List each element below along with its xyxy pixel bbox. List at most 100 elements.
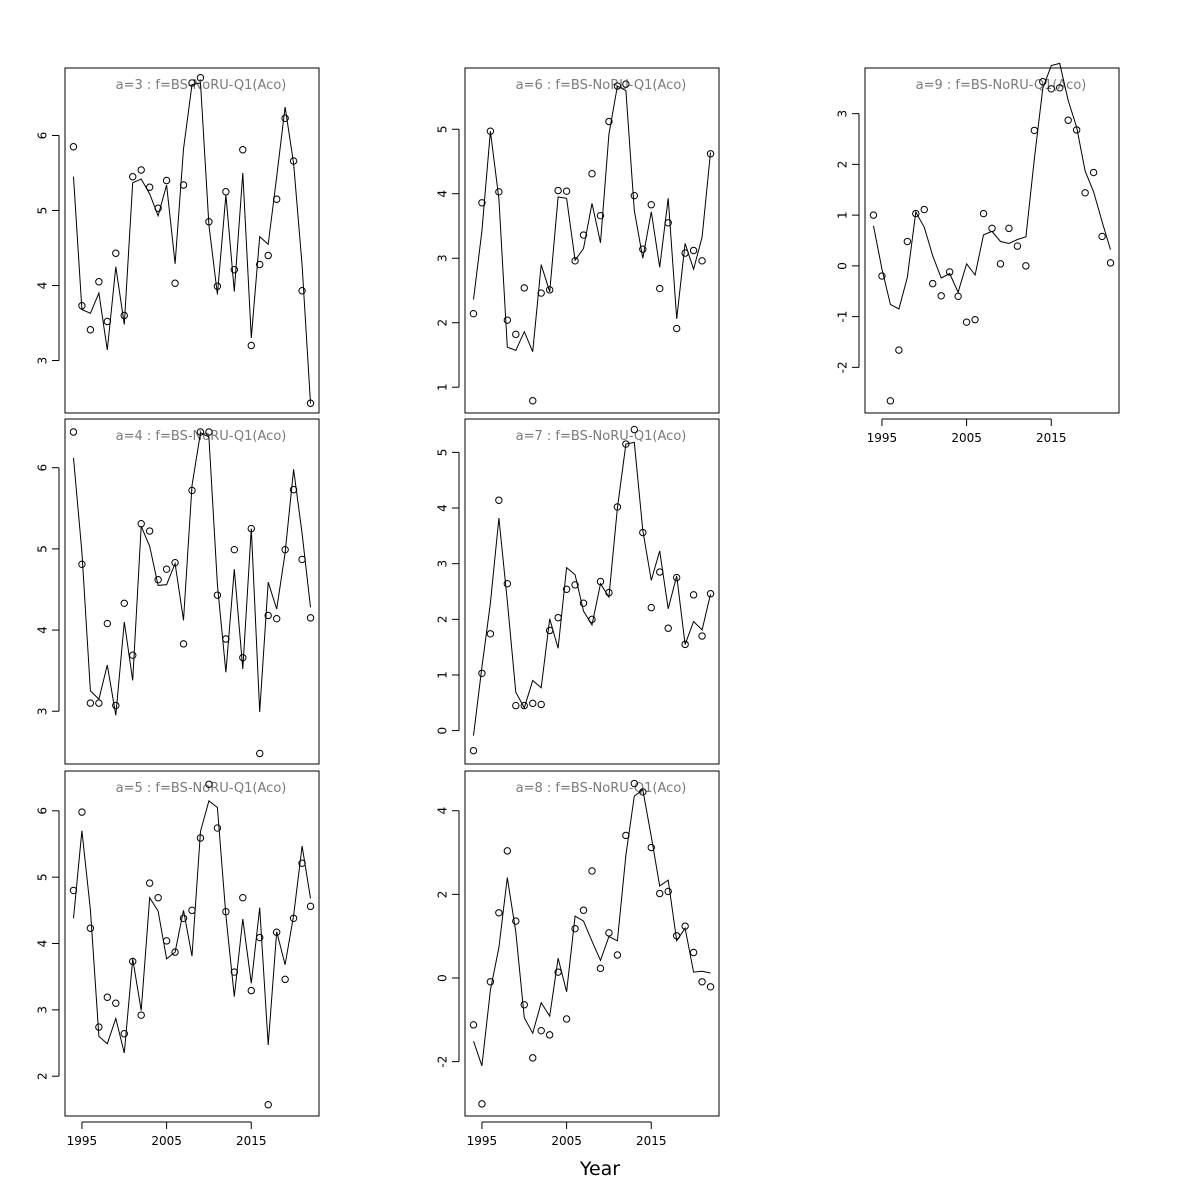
panel-5: 0 1 2 3 4 5 a=7 : f=BS-NoRU-Q1(Aco) <box>436 418 720 765</box>
observed-point <box>971 315 979 324</box>
observed-point <box>264 1101 272 1109</box>
observed-point <box>656 889 664 898</box>
observed-point <box>1056 84 1064 92</box>
y-tick-label: 5 <box>36 545 50 553</box>
observed-point <box>247 986 255 995</box>
x-tick-label: 2005 <box>151 1134 182 1148</box>
panel-2: 3 4 5 6 a=4 : f=BS-NoRU-Q1(Aco) <box>36 418 320 765</box>
observed-point <box>306 614 315 622</box>
observed-point <box>562 1015 571 1023</box>
observed-point <box>571 924 579 933</box>
observed-point <box>289 485 298 494</box>
observed-point <box>247 341 255 350</box>
observed-point <box>929 279 937 288</box>
x-tick-label: 2015 <box>1036 431 1067 445</box>
observed-point <box>1089 168 1098 177</box>
panel-title: a=4 : f=BS-NoRU-Q1(Aco) <box>116 429 287 444</box>
observed-point <box>495 188 503 196</box>
observed-point <box>681 922 689 930</box>
observed-point <box>647 201 655 209</box>
y-tick-label: 0 <box>836 262 850 270</box>
observed-point <box>230 968 239 976</box>
observed-point <box>639 245 647 253</box>
fitted-line <box>473 85 711 352</box>
observed-point <box>1106 259 1115 267</box>
observed-point <box>554 613 562 622</box>
observed-point <box>264 611 272 620</box>
y-tick-label: 3 <box>436 254 450 262</box>
plot-frame <box>64 418 320 765</box>
observed-point <box>920 205 928 214</box>
observed-point <box>171 279 179 287</box>
observed-point <box>630 779 639 788</box>
fitted-line <box>473 441 711 736</box>
observed-point <box>239 146 247 154</box>
observed-point <box>878 272 886 280</box>
observed-point <box>145 879 154 887</box>
observed-point <box>95 699 103 707</box>
observed-point <box>979 209 988 218</box>
x-tick-label: 2015 <box>636 1134 667 1148</box>
observed-point <box>996 260 1005 268</box>
fitted-line <box>873 62 1111 310</box>
observed-point <box>605 929 613 937</box>
observed-point <box>179 181 188 189</box>
observed-point <box>512 917 520 925</box>
observed-point <box>639 528 647 537</box>
observed-point <box>698 978 706 986</box>
observed-point <box>672 324 681 333</box>
observed-point <box>272 614 281 623</box>
y-tick-label: -2 <box>836 361 850 373</box>
observed-point <box>469 746 478 755</box>
observed-point <box>520 1001 528 1009</box>
observed-point <box>554 968 562 976</box>
panel-title: a=7 : f=BS-NoRU-Q1(Aco) <box>516 429 687 444</box>
y-tick-label: 2 <box>436 891 450 899</box>
observed-point <box>86 924 95 932</box>
observed-point <box>256 933 264 942</box>
observed-point <box>529 1054 537 1062</box>
observed-point <box>656 284 664 293</box>
observed-point <box>605 117 613 126</box>
panel-title: a=5 : f=BS-NoRU-Q1(Aco) <box>116 781 287 796</box>
observed-point <box>478 669 486 677</box>
y-tick-label: 2 <box>436 616 450 624</box>
observed-point <box>112 249 120 257</box>
fitted-line <box>473 788 711 1066</box>
y-tick-label: 6 <box>36 807 50 815</box>
observed-point <box>1030 126 1039 135</box>
observed-point <box>205 780 213 788</box>
observed-point <box>512 330 520 339</box>
observed-point <box>647 843 655 852</box>
observed-point <box>912 209 920 218</box>
observed-point <box>78 808 86 816</box>
observed-point <box>545 286 554 294</box>
observed-point <box>1064 116 1072 124</box>
observed-point <box>596 577 605 586</box>
x-tick-label: 1995 <box>867 431 898 445</box>
observed-point <box>672 932 681 940</box>
y-tick-label: 2 <box>836 161 850 169</box>
observed-point <box>613 951 622 959</box>
panel-3: 2 3 4 5 6 1995 2005 2015 a=5 : f=BS-NoRU-Q1(Aco) <box>36 770 320 1148</box>
observed-point <box>230 266 239 274</box>
observed-point <box>188 906 196 915</box>
y-tick-label: 4 <box>436 190 450 198</box>
y-tick-label: 5 <box>36 873 50 881</box>
observed-point <box>579 906 588 914</box>
observed-point <box>486 127 495 135</box>
y-tick-label: 0 <box>436 727 450 735</box>
observed-point <box>112 999 120 1007</box>
observed-point <box>630 425 639 434</box>
observed-point <box>886 397 895 405</box>
observed-point <box>154 204 162 212</box>
observed-point <box>103 619 112 628</box>
observed-point <box>154 894 162 902</box>
y-tick-label: 3 <box>36 357 50 365</box>
observed-point <box>579 231 588 239</box>
observed-point <box>95 1023 103 1031</box>
observed-point <box>95 278 103 286</box>
observed-point <box>469 1021 478 1029</box>
observed-point <box>78 560 86 569</box>
y-tick-label: 2 <box>436 319 450 327</box>
